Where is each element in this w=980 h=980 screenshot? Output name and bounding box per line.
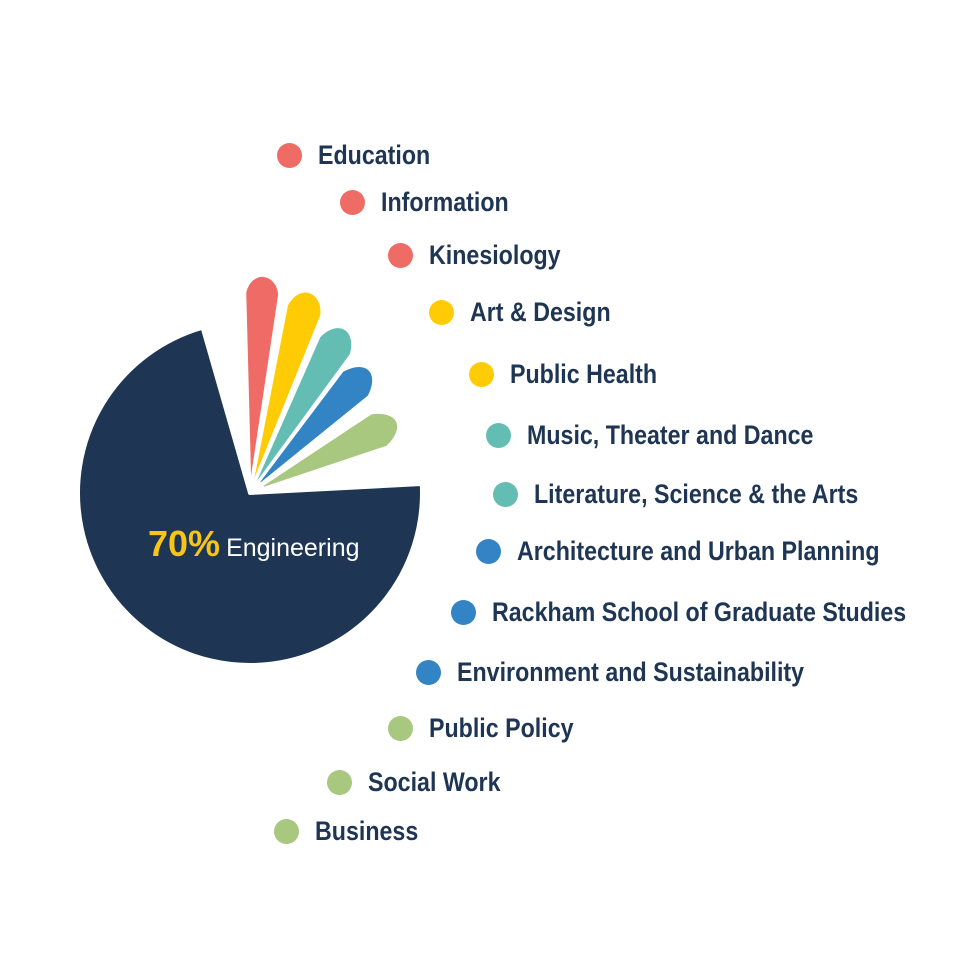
legend-swatch [486, 423, 511, 448]
legend-item: Art & Design [429, 297, 634, 328]
legend-label: Information [381, 187, 509, 217]
legend-item: Architecture and Urban Planning [476, 536, 939, 567]
legend-swatch [388, 716, 413, 741]
legend-swatch [429, 300, 454, 325]
pie-slice-yellow [251, 289, 324, 482]
legend-swatch [327, 770, 352, 795]
legend-label: Social Work [368, 767, 501, 797]
legend-swatch [469, 362, 494, 387]
legend-label: Business [315, 816, 419, 846]
legend-label: Architecture and Urban Planning [517, 536, 880, 566]
legend-label: Education [318, 140, 431, 170]
legend-label: Rackham School of Graduate Studies [492, 597, 907, 627]
legend-item: Environment and Sustainability [416, 657, 861, 688]
legend-label: Public Policy [429, 713, 574, 743]
pie-slice-coral [243, 274, 282, 481]
center-label-value: 70% [148, 523, 221, 564]
legend-item: Kinesiology [388, 240, 582, 271]
legend-swatch [388, 243, 413, 268]
legend-swatch [274, 819, 299, 844]
legend-swatch [277, 143, 302, 168]
legend-label: Art & Design [470, 297, 611, 327]
legend-swatch [340, 190, 365, 215]
pie-slice-blue [256, 364, 376, 486]
legend-swatch [476, 539, 501, 564]
legend-item: Rackham School of Graduate Studies [451, 597, 974, 628]
legend-label: Literature, Science & the Arts [534, 479, 859, 509]
legend-item: Music, Theater and Dance [486, 420, 860, 451]
legend-item: Business [274, 816, 435, 847]
legend-item: Social Work [327, 767, 522, 798]
pie-slice-green [260, 410, 401, 491]
legend-item: Public Health [469, 359, 681, 390]
center-label-name: Engineering [226, 534, 360, 562]
legend-label: Public Health [510, 359, 658, 389]
pie-slice-engineering [76, 325, 424, 667]
legend-swatch [416, 660, 441, 685]
legend-swatch [451, 600, 476, 625]
legend-item: Literature, Science & the Arts [493, 479, 911, 510]
legend-label: Environment and Sustainability [457, 657, 805, 687]
legend-swatch [493, 482, 518, 507]
legend-item: Education [277, 140, 449, 171]
center-label: 70% Engineering [148, 523, 360, 565]
legend-item: Information [340, 187, 530, 218]
pie-slice-teal [254, 325, 355, 484]
legend-item: Public Policy [388, 713, 597, 744]
legend-label: Kinesiology [429, 240, 561, 270]
legend-label: Music, Theater and Dance [527, 420, 814, 450]
